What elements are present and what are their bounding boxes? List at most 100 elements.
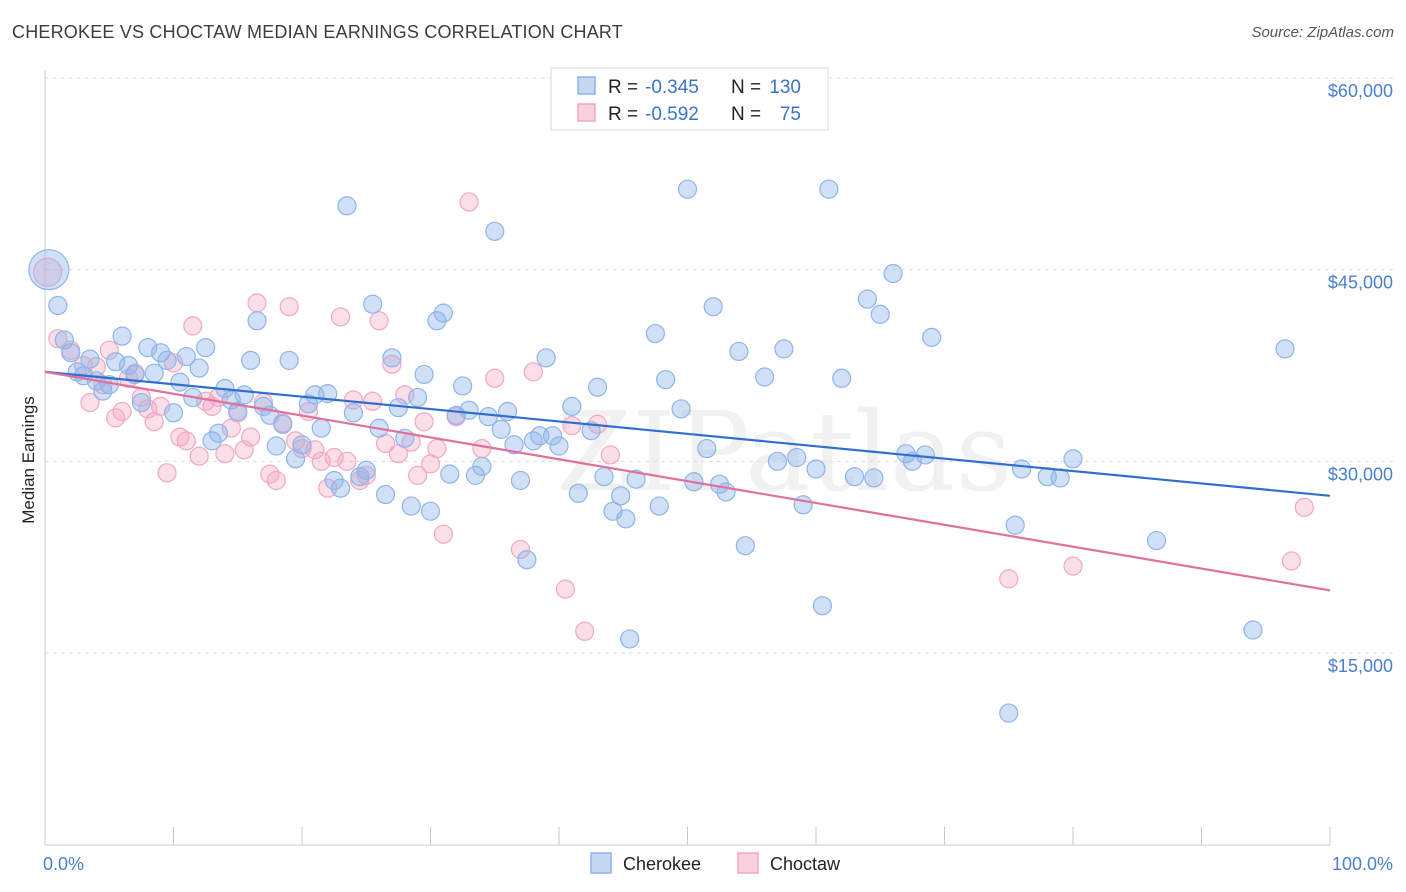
bottom-legend-label-choctaw: Choctaw: [770, 854, 841, 874]
cherokee-point: [401, 496, 421, 516]
cherokee-point: [106, 352, 126, 372]
legend-r-value-cherokee: -0.345: [645, 77, 699, 98]
cherokee-point: [247, 311, 267, 331]
choctaw-point: [433, 524, 453, 544]
y-tick-label: $60,000: [1328, 81, 1393, 101]
cherokee-point: [697, 438, 717, 459]
cherokee-point: [241, 350, 261, 370]
choctaw-point: [408, 465, 428, 485]
cherokee-point: [915, 445, 935, 465]
cherokee-point: [202, 431, 222, 451]
cherokee-point: [196, 338, 216, 358]
choctaw-point: [427, 438, 447, 459]
cherokee-point: [459, 400, 479, 420]
legend-swatch-cherokee: [577, 76, 596, 95]
cherokee-point: [420, 501, 441, 521]
x-tick-label-end: 100.0%: [1332, 854, 1393, 874]
cherokee-point: [292, 435, 312, 455]
cherokee-point: [1063, 449, 1083, 469]
legend-r-label-cherokee: R =: [608, 77, 638, 98]
legend-n-value-choctaw: 75: [780, 104, 801, 125]
cherokee-point: [562, 396, 582, 416]
y-tick-labels: $15,000 $30,000 $45,000 $60,000: [1328, 81, 1393, 676]
choctaw-point: [575, 621, 595, 641]
y-axis-label: Median Earnings: [19, 396, 38, 524]
cherokee-trend-line: [44, 370, 1331, 497]
cherokee-point: [832, 368, 852, 388]
cherokee-point: [587, 377, 608, 397]
cherokee-point: [819, 179, 839, 199]
bottom-legend-swatch-cherokee: [590, 852, 612, 874]
choctaw-point: [369, 311, 389, 331]
source-label: Source: ZipAtlas.com: [1251, 24, 1394, 41]
choctaw-point: [1294, 497, 1314, 517]
cherokee-point: [324, 470, 344, 491]
cherokee-point: [112, 326, 132, 346]
cherokee-point: [337, 196, 357, 216]
choctaw-point: [215, 444, 235, 464]
legend-n-label-choctaw: N =: [731, 104, 761, 125]
cherokee-point: [656, 369, 676, 390]
choctaw-point: [183, 316, 203, 336]
choctaw-point: [311, 451, 331, 471]
cherokee-point: [228, 401, 248, 422]
cherokee-point: [363, 294, 383, 314]
cherokee-point: [266, 436, 286, 456]
cherokee-point: [754, 367, 775, 387]
choctaw-point: [80, 392, 100, 413]
cherokee-point: [812, 596, 833, 616]
choctaw-point: [472, 438, 492, 459]
cherokee-point: [767, 451, 788, 471]
cherokee-point: [793, 495, 813, 515]
cherokee-point: [189, 358, 209, 378]
cherokee-point: [568, 483, 588, 503]
cherokee-point: [883, 263, 903, 284]
axes: [44, 70, 1331, 846]
choctaw-point: [523, 362, 543, 382]
choctaw-point: [112, 401, 132, 422]
choctaw-point: [305, 440, 325, 460]
choctaw-point: [600, 445, 621, 465]
choctaw-point: [324, 447, 344, 468]
cherokee-point: [356, 460, 376, 480]
cherokee-point: [472, 456, 492, 477]
cherokee-point: [157, 350, 177, 370]
choctaw-point: [279, 297, 299, 317]
cherokee-point: [626, 469, 646, 489]
cherokee-point: [485, 221, 505, 241]
cherokee-point: [176, 346, 196, 367]
y-tick-label: $15,000: [1328, 656, 1393, 676]
cherokee-point: [375, 484, 396, 505]
cherokee-point: [1011, 459, 1032, 479]
cherokee-point: [616, 509, 636, 529]
cherokee-point: [922, 327, 942, 347]
bottom-legend-swatch-choctaw: [737, 852, 759, 874]
cherokee-point: [517, 550, 537, 570]
choctaw-point: [337, 451, 357, 471]
cherokee-point: [549, 436, 569, 456]
chart-title: CHEROKEE VS CHOCTAW MEDIAN EARNINGS CORR…: [12, 22, 623, 42]
cherokee-point: [523, 431, 543, 451]
choctaw-point: [157, 463, 177, 483]
choctaw-point: [459, 192, 479, 212]
choctaw-point: [1281, 551, 1302, 571]
cherokee-point: [729, 341, 749, 362]
trend-lines: [44, 370, 1331, 592]
cherokee-point: [234, 385, 254, 405]
cherokee-point: [125, 364, 145, 385]
cherokee-point: [61, 343, 81, 363]
choctaw-point: [356, 465, 376, 485]
choctaw-point: [1063, 556, 1083, 576]
cherokee-point: [343, 403, 363, 423]
cherokee-point: [620, 629, 640, 649]
cherokee-point: [170, 372, 190, 392]
cherokee-point: [285, 449, 306, 469]
cherokee-point: [581, 421, 601, 441]
watermark: ZIPatlas: [556, 388, 1012, 516]
cherokee-point: [611, 486, 631, 506]
cherokee-point: [864, 468, 884, 488]
cherokee-point: [414, 364, 434, 385]
cherokee-point: [330, 478, 351, 498]
cherokee-point: [208, 423, 229, 443]
